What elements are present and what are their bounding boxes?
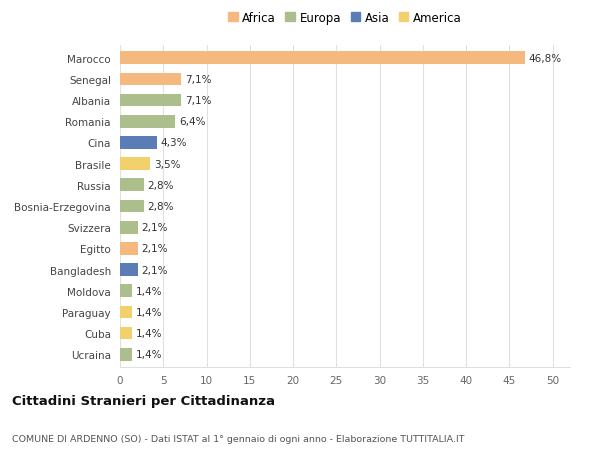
Text: 1,4%: 1,4% [136,286,162,296]
Bar [120,327,132,340]
Text: 4,3%: 4,3% [161,138,187,148]
Bar [120,348,132,361]
Legend: Africa, Europa, Asia, America: Africa, Europa, Asia, America [226,10,464,27]
Bar [120,73,181,86]
Text: COMUNE DI ARDENNO (SO) - Dati ISTAT al 1° gennaio di ogni anno - Elaborazione TU: COMUNE DI ARDENNO (SO) - Dati ISTAT al 1… [12,434,464,442]
Bar [120,285,132,297]
Bar [120,158,150,171]
Bar [120,137,157,150]
Bar [120,95,181,107]
Text: 3,5%: 3,5% [154,159,180,169]
Text: 7,1%: 7,1% [185,75,211,85]
Bar [120,200,144,213]
Text: 1,4%: 1,4% [136,349,162,359]
Bar [120,179,144,192]
Bar [120,52,525,65]
Text: 7,1%: 7,1% [185,96,211,106]
Bar [120,306,132,319]
Bar [120,242,138,255]
Text: 2,8%: 2,8% [148,202,174,212]
Text: 2,1%: 2,1% [142,265,168,275]
Text: Cittadini Stranieri per Cittadinanza: Cittadini Stranieri per Cittadinanza [12,394,275,407]
Text: 6,4%: 6,4% [179,117,205,127]
Text: 46,8%: 46,8% [529,54,562,64]
Text: 2,1%: 2,1% [142,223,168,233]
Text: 1,4%: 1,4% [136,307,162,317]
Text: 2,1%: 2,1% [142,244,168,254]
Bar [120,116,175,129]
Text: 1,4%: 1,4% [136,328,162,338]
Bar [120,221,138,234]
Text: 2,8%: 2,8% [148,180,174,190]
Bar [120,263,138,276]
